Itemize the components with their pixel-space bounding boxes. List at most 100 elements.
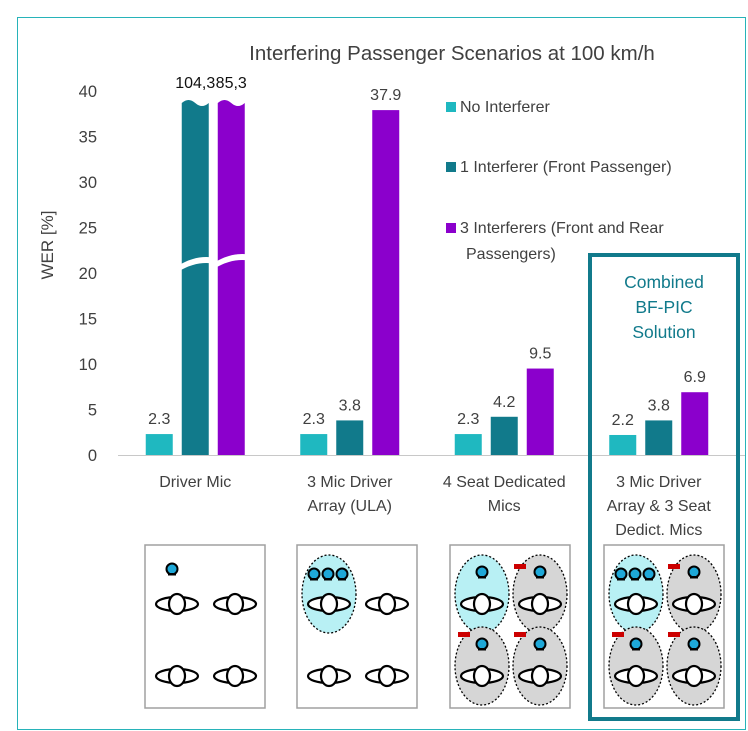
bar bbox=[681, 392, 709, 455]
data-label: 2.3 bbox=[148, 411, 170, 428]
bar bbox=[145, 434, 173, 455]
mic-base bbox=[478, 576, 486, 579]
data-label: 37.9 bbox=[370, 87, 401, 104]
bar bbox=[336, 420, 364, 455]
mic-base bbox=[536, 576, 544, 579]
blocker-icon bbox=[668, 564, 680, 569]
bar bbox=[490, 416, 518, 455]
legend-swatch bbox=[446, 162, 456, 172]
blocker-icon bbox=[514, 632, 526, 637]
head-icon bbox=[472, 664, 492, 688]
legend-label: Passengers) bbox=[466, 246, 556, 263]
data-label: 104,3 bbox=[175, 75, 215, 92]
mic-base bbox=[338, 578, 346, 581]
legend-label: 3 Interferers (Front and Rear bbox=[460, 220, 664, 237]
highlight-label: Combined bbox=[624, 272, 704, 292]
seat-diagram bbox=[603, 544, 725, 709]
head-icon bbox=[225, 592, 245, 616]
y-tick-label: 25 bbox=[79, 220, 97, 238]
y-axis-label: WER [%] bbox=[38, 211, 57, 280]
head-icon bbox=[684, 592, 704, 616]
bar bbox=[300, 434, 328, 455]
blocker-icon bbox=[514, 564, 526, 569]
mic-icon bbox=[533, 565, 547, 579]
blocker-icon bbox=[612, 632, 624, 637]
data-label: 2.2 bbox=[612, 412, 634, 429]
legend-label: No Interferer bbox=[460, 99, 550, 116]
data-label: 2.3 bbox=[303, 411, 325, 428]
mic-base bbox=[478, 648, 486, 651]
blocker-icon bbox=[668, 632, 680, 637]
head-icon bbox=[530, 664, 550, 688]
mic-icon bbox=[629, 637, 643, 651]
x-tick-label: Array (ULA) bbox=[308, 498, 392, 515]
head-icon bbox=[319, 664, 339, 688]
y-tick-label: 5 bbox=[88, 402, 97, 420]
data-label: 85,3 bbox=[216, 75, 247, 92]
blocker-icon bbox=[458, 632, 470, 637]
y-tick-label: 15 bbox=[79, 311, 97, 329]
head-icon bbox=[684, 664, 704, 688]
legend-swatch bbox=[446, 102, 456, 112]
mic-base bbox=[645, 578, 653, 581]
data-label: 3.8 bbox=[648, 397, 670, 414]
data-label: 2.3 bbox=[457, 411, 479, 428]
x-tick-label: 4 Seat Dedicated bbox=[443, 474, 566, 491]
mic-icon bbox=[687, 565, 701, 579]
highlight-label: BF-PIC bbox=[635, 297, 692, 317]
legend-label: 1 Interferer (Front Passenger) bbox=[460, 159, 672, 176]
seat-panel bbox=[144, 544, 266, 709]
x-tick-label: 3 Mic Driver bbox=[616, 474, 702, 491]
mic-base bbox=[536, 648, 544, 651]
mic-base bbox=[690, 648, 698, 651]
x-tick-label: 3 Mic Driver bbox=[307, 474, 393, 491]
head-icon bbox=[167, 664, 187, 688]
seat-diagram bbox=[296, 544, 418, 709]
head-icon bbox=[167, 592, 187, 616]
y-tick-label: 35 bbox=[79, 129, 97, 147]
mic-icon bbox=[307, 567, 321, 581]
head-icon bbox=[626, 592, 646, 616]
head-icon bbox=[377, 664, 397, 688]
highlight-box bbox=[588, 253, 740, 721]
mic-icon bbox=[475, 637, 489, 651]
mic-icon bbox=[335, 567, 349, 581]
mic-base bbox=[631, 578, 639, 581]
mic-icon bbox=[321, 567, 335, 581]
bar bbox=[645, 420, 673, 455]
seat-diagram bbox=[144, 544, 266, 709]
head-icon bbox=[319, 592, 339, 616]
head-icon bbox=[530, 592, 550, 616]
mic-icon bbox=[687, 637, 701, 651]
mic-icon bbox=[533, 637, 547, 651]
x-tick-label: Dedict. Mics bbox=[615, 522, 702, 539]
data-label: 4.2 bbox=[493, 394, 515, 411]
mic-icon bbox=[165, 562, 179, 576]
x-tick-label: Mics bbox=[488, 498, 521, 515]
x-tick-label: Driver Mic bbox=[159, 474, 231, 491]
mic-base bbox=[310, 578, 318, 581]
mic-icon bbox=[475, 565, 489, 579]
x-tick-label: Array & 3 Seat bbox=[607, 498, 712, 515]
head-icon bbox=[377, 592, 397, 616]
mic-base bbox=[617, 578, 625, 581]
y-tick-label: 10 bbox=[79, 356, 97, 374]
y-tick-label: 0 bbox=[88, 447, 97, 465]
data-label: 9.5 bbox=[529, 346, 551, 363]
data-label: 3.8 bbox=[339, 397, 361, 414]
mic-icon bbox=[642, 567, 656, 581]
y-tick-label: 40 bbox=[79, 83, 97, 101]
data-label: 6.9 bbox=[684, 369, 706, 386]
highlight-label: Solution bbox=[632, 322, 695, 342]
mic-icon bbox=[614, 567, 628, 581]
seat-diagram bbox=[449, 544, 571, 709]
chart-title: Interfering Passenger Scenarios at 100 k… bbox=[249, 42, 655, 65]
y-tick-label: 20 bbox=[79, 265, 97, 283]
mic-icon bbox=[628, 567, 642, 581]
bar bbox=[526, 368, 554, 455]
head-icon bbox=[472, 592, 492, 616]
mic-base bbox=[690, 576, 698, 579]
bar bbox=[181, 100, 209, 455]
